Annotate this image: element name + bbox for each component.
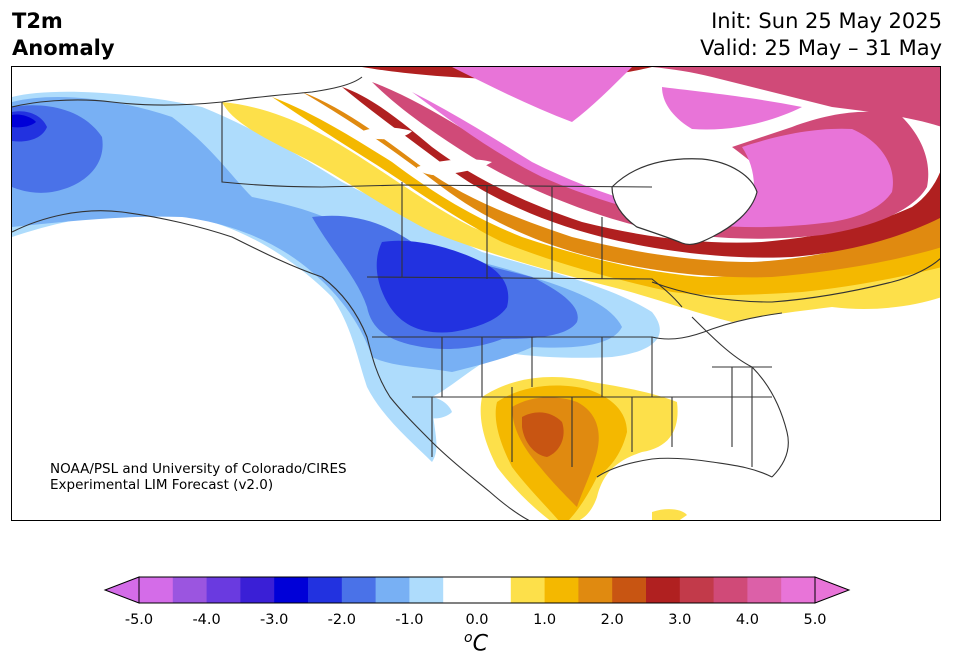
units-label: oC	[464, 630, 488, 656]
colorbar-segment	[578, 577, 613, 603]
colorbar-tick-label: 4.0	[735, 612, 759, 628]
colorbar-tick-label: 5.0	[803, 612, 827, 628]
colorbar-segment	[375, 577, 410, 603]
warm-region-5	[342, 67, 940, 258]
map-svg	[12, 67, 940, 520]
hudson-bay	[611, 158, 758, 246]
colorbar-extend-low	[103, 576, 140, 604]
colorbar-segment	[341, 577, 377, 603]
colorbar-tick-label: 3.0	[668, 612, 692, 628]
colorbar-tick-label: -1.0	[395, 612, 424, 628]
credit-text: NOAA/PSL and University of Colorado/CIRE…	[50, 461, 347, 493]
sw-warm-4	[522, 412, 564, 457]
colorbar-tick-label: 0.0	[465, 612, 489, 628]
colorbar-segment	[139, 577, 174, 603]
anomaly-map: NOAA/PSL and University of Colorado/CIRE…	[11, 66, 941, 521]
colorbar-tick-label: -4.0	[192, 612, 221, 628]
colorbar-tick-label: -5.0	[124, 612, 154, 628]
colorbar-segment	[612, 577, 647, 603]
colorbar-segment	[206, 577, 241, 603]
colorbar-segment	[409, 577, 444, 603]
colorbar-segment	[274, 577, 309, 603]
map-title: T2m Anomaly	[12, 8, 115, 62]
warm-region-2	[272, 97, 940, 296]
sw-cold-spot	[410, 395, 452, 419]
credit-line-1: NOAA/PSL and University of Colorado/CIRE…	[50, 461, 347, 477]
colorbar-tick-label: 1.0	[533, 612, 557, 628]
colorbar-segment	[747, 577, 782, 603]
cold-region-5	[12, 114, 36, 128]
forecast-dates: Init: Sun 25 May 2025 Valid: 25 May – 31…	[700, 8, 942, 62]
border-lines	[12, 76, 940, 520]
colorbar-tick-label: 2.0	[600, 612, 624, 628]
colorbar-segment	[308, 577, 343, 603]
colorbar-segment	[510, 577, 546, 603]
init-date: Init: Sun 25 May 2025	[711, 9, 942, 33]
great-slave-lake	[417, 159, 492, 175]
colorbar-segment	[544, 577, 579, 603]
warm-region-9	[412, 67, 893, 228]
colorbar-segment	[679, 577, 715, 603]
colorbar-segment	[477, 577, 512, 603]
colorbar-segment	[443, 577, 478, 603]
colorbar-extend-high	[814, 576, 851, 604]
units-celsius: C	[472, 631, 488, 657]
colorbar-segment	[781, 577, 816, 603]
colorbar-segment	[713, 577, 748, 603]
warm-region-3	[302, 92, 940, 278]
colorbar-outline	[138, 576, 816, 604]
great-bear-lake	[360, 127, 412, 140]
colorbar-segment	[240, 577, 275, 603]
title-line-2: Anomaly	[12, 36, 115, 60]
colorbar-tick-label: -3.0	[260, 612, 289, 628]
colorbar	[103, 576, 851, 604]
colorbar-segment	[172, 577, 208, 603]
valid-range: Valid: 25 May – 31 May	[700, 36, 942, 60]
title-line-1: T2m	[12, 9, 63, 33]
units-degree: o	[464, 630, 473, 646]
colorbar-tick-label: -2.0	[327, 612, 356, 628]
credit-line-2: Experimental LIM Forecast (v2.0)	[50, 477, 274, 493]
colorbar-segment	[646, 577, 681, 603]
